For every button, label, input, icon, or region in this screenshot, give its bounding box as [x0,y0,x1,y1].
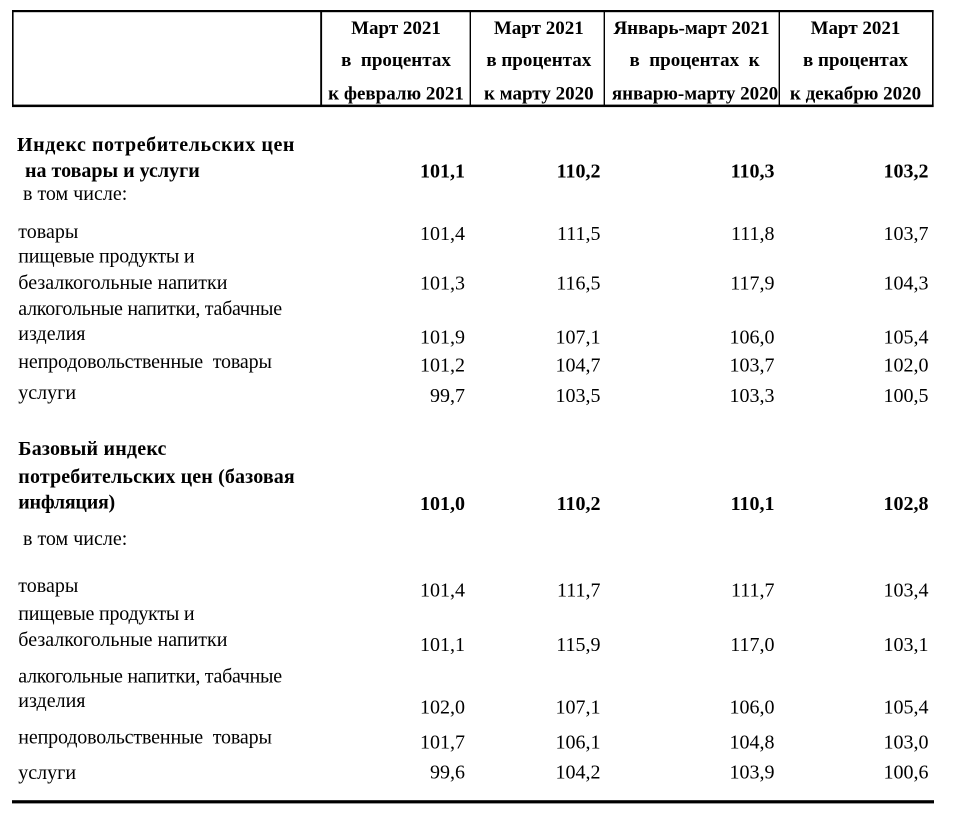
svg-text:101,4: 101,4 [420,579,465,601]
svg-text:111,5: 111,5 [557,223,601,245]
svg-text:99,6: 99,6 [430,762,465,784]
svg-text:Индекс потребительских цен: Индекс потребительских цен [17,134,295,156]
svg-text:107,1: 107,1 [556,697,601,719]
svg-text:110,3: 110,3 [731,160,775,182]
svg-text:103,3: 103,3 [730,385,775,407]
svg-text:111,8: 111,8 [731,223,775,245]
svg-text:106,1: 106,1 [556,732,601,754]
svg-text:117,9: 117,9 [730,272,774,294]
svg-text:107,1: 107,1 [556,327,601,349]
svg-text:103,2: 103,2 [884,160,929,182]
svg-text:в процентах: в процентах [341,50,451,71]
svg-text:безалкогольные напитки: безалкогольные напитки [18,272,227,294]
svg-text:111,7: 111,7 [731,579,775,601]
svg-text:104,3: 104,3 [884,272,929,294]
svg-text:к февралю 2021: к февралю 2021 [328,83,464,104]
svg-text:111,7: 111,7 [557,579,601,601]
svg-text:январю-марту 2020: январю-марту 2020 [612,83,778,104]
svg-text:к декабрю 2020: к декабрю 2020 [790,83,921,104]
svg-text:товары: товары [18,575,78,597]
svg-text:103,1: 103,1 [884,634,929,656]
svg-text:в процентах: в процентах [803,50,908,71]
svg-text:изделия: изделия [18,323,85,345]
svg-text:в процентах к: в процентах к [629,50,759,71]
svg-text:в процентах: в процентах [486,50,591,71]
svg-text:110,2: 110,2 [557,493,601,515]
svg-text:103,0: 103,0 [884,732,929,754]
svg-text:100,5: 100,5 [884,385,929,407]
svg-text:104,2: 104,2 [556,762,601,784]
svg-text:безалкогольные напитки: безалкогольные напитки [18,629,227,651]
svg-text:110,2: 110,2 [557,160,601,182]
svg-text:102,0: 102,0 [420,697,465,719]
svg-text:101,3: 101,3 [420,272,465,294]
svg-text:103,7: 103,7 [884,223,929,245]
svg-text:услуги: услуги [18,762,76,784]
svg-text:к марту 2020: к марту 2020 [484,83,594,104]
svg-text:101,9: 101,9 [420,327,465,349]
svg-text:116,5: 116,5 [556,272,600,294]
svg-text:102,8: 102,8 [884,493,929,515]
svg-text:103,4: 103,4 [884,579,929,601]
svg-text:117,0: 117,0 [730,634,774,656]
svg-text:102,0: 102,0 [884,355,929,377]
svg-text:100,6: 100,6 [884,762,929,784]
svg-text:в том числе:: в том числе: [23,528,127,550]
svg-text:Базовый индекс: Базовый индекс [18,438,166,460]
svg-text:Март 2021: Март 2021 [494,18,584,39]
svg-text:Март 2021: Март 2021 [811,18,901,39]
svg-text:непродовольственные товары: непродовольственные товары [18,727,271,749]
svg-text:101,0: 101,0 [420,493,465,515]
svg-text:99,7: 99,7 [430,385,465,407]
svg-text:изделия: изделия [18,690,85,712]
svg-text:непродовольственные товары: непродовольственные товары [18,351,271,373]
svg-text:110,1: 110,1 [731,493,775,515]
svg-text:103,7: 103,7 [730,355,775,377]
svg-text:Март 2021: Март 2021 [351,18,441,39]
svg-text:инфляция): инфляция) [18,492,115,514]
svg-text:115,9: 115,9 [556,634,600,656]
svg-text:104,8: 104,8 [730,732,775,754]
svg-text:товары: товары [18,221,78,243]
svg-text:104,7: 104,7 [556,355,601,377]
svg-text:101,1: 101,1 [420,634,465,656]
svg-text:пищевые продукты и: пищевые продукты и [18,246,195,268]
svg-text:пищевые продукты и: пищевые продукты и [18,603,195,625]
svg-text:услуги: услуги [18,382,76,404]
svg-text:101,1: 101,1 [420,160,465,182]
svg-text:в том числе:: в том числе: [23,183,127,205]
svg-text:101,2: 101,2 [420,355,465,377]
svg-text:алкогольные напитки, табачные: алкогольные напитки, табачные [18,298,282,320]
svg-text:Январь-март 2021: Январь-март 2021 [613,18,769,39]
svg-text:105,4: 105,4 [884,697,929,719]
svg-text:на товары и услуги: на товары и услуги [25,160,200,182]
svg-text:103,5: 103,5 [556,385,601,407]
svg-text:105,4: 105,4 [884,327,929,349]
svg-text:106,0: 106,0 [730,697,775,719]
svg-text:потребительских цен (базовая: потребительских цен (базовая [18,466,295,488]
svg-text:101,7: 101,7 [420,732,465,754]
svg-text:106,0: 106,0 [730,327,775,349]
svg-text:алкогольные напитки, табачные: алкогольные напитки, табачные [18,666,282,688]
svg-text:101,4: 101,4 [420,223,465,245]
svg-text:103,9: 103,9 [730,762,775,784]
